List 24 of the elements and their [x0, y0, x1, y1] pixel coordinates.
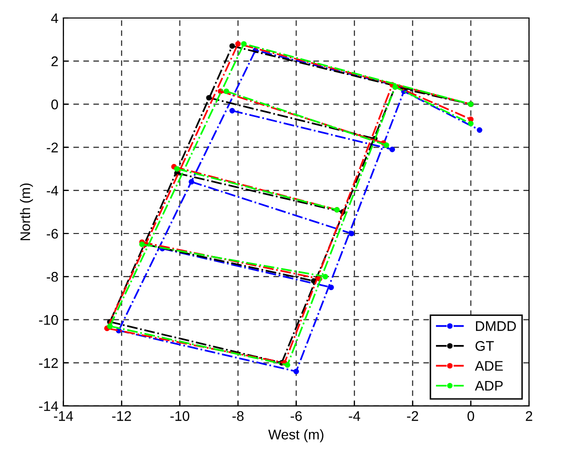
x-tick-label: -10: [170, 411, 190, 421]
y-tick-label: -6: [46, 228, 58, 239]
y-tick-label: 0: [51, 100, 58, 110]
y-tick-label: -12: [39, 358, 58, 368]
x-tick-label: -8: [232, 411, 244, 421]
y-tick-label: 4: [51, 13, 58, 24]
x-tick-label: -12: [112, 411, 131, 421]
y-tick-label: -10: [39, 315, 58, 325]
legend-label: ADE: [474, 361, 503, 371]
y-tick-label: -2: [46, 142, 58, 152]
x-axis-title: West (m): [268, 429, 324, 442]
legend-label: DMDD: [476, 321, 516, 331]
y-tick-label: -4: [46, 186, 58, 196]
x-tick-label: 2: [526, 411, 532, 421]
y-tick-label: -8: [46, 272, 58, 282]
x-tick-label: 0: [468, 411, 474, 421]
y-tick-label: 2: [52, 56, 58, 66]
legend-label: GT: [476, 341, 494, 351]
y-axis-title: North (m): [20, 183, 33, 240]
legend-label: ADP: [474, 380, 503, 391]
x-tick-label: -2: [407, 411, 418, 421]
x-tick-label: -4: [348, 411, 360, 421]
x-tick-label: -6: [290, 411, 302, 421]
y-tick-label: -14: [39, 401, 58, 411]
